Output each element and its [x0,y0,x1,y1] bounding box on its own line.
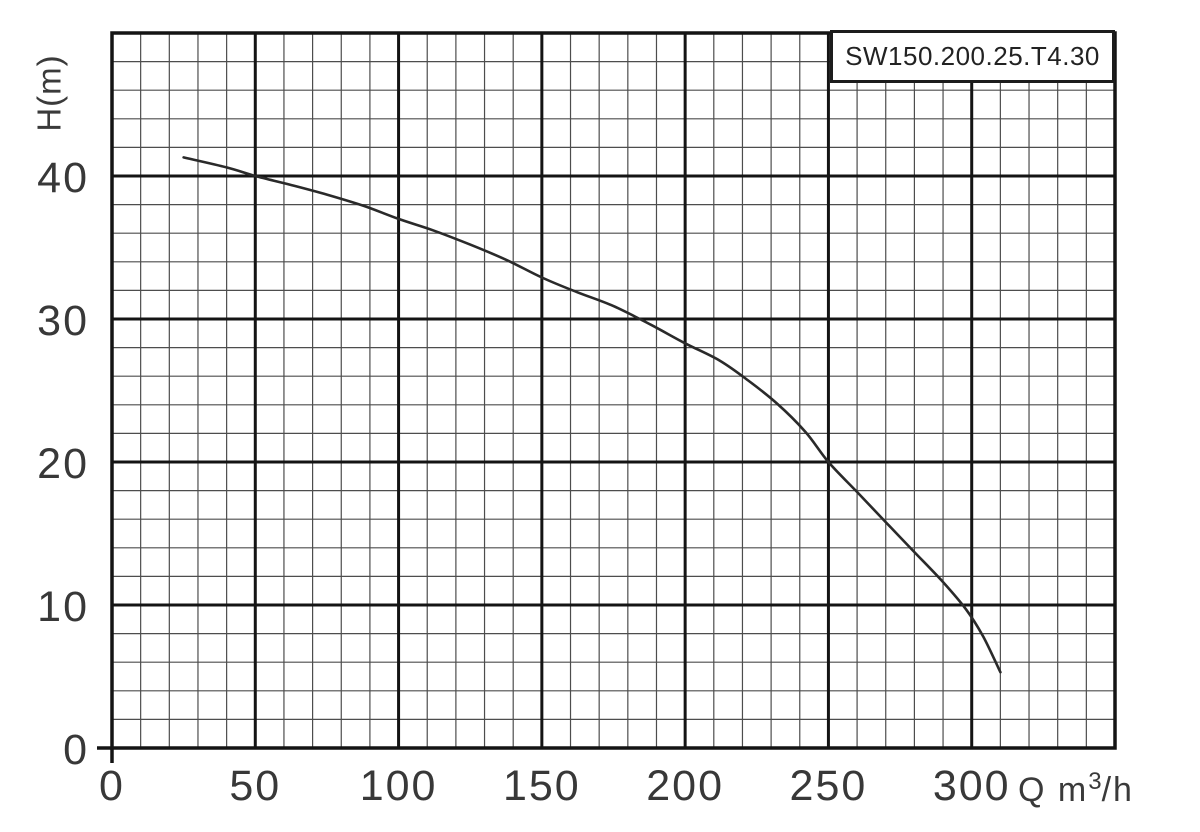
model-label: SW150.200.25.T4.30 [845,41,1100,71]
y-tick-label: 40 [37,154,89,202]
x-axis-title-post: /h [1101,771,1134,809]
y-tick-label: 20 [37,440,89,488]
x-axis-title-sup: 3 [1088,768,1102,795]
plot-border [110,31,1117,750]
x-tick-label: 100 [360,762,438,810]
model-label-box: SW150.200.25.T4.30 [830,30,1115,83]
x-axis-title: Q m3/h [1018,768,1134,810]
x-tick-label: 0 [99,762,125,810]
y-tick-label: 0 [63,726,89,774]
x-tick-label: 250 [790,762,868,810]
y-tick-label: 10 [37,583,89,631]
x-tick-label: 300 [933,762,1011,810]
performance-curve [182,156,1002,674]
x-tick-label: 200 [646,762,724,810]
y-axis-title: H(m) [31,54,68,132]
x-tick-label: 150 [503,762,581,810]
x-axis-title-pre: Q m [1018,771,1089,809]
y-tick-label: 30 [37,297,89,345]
x-tick-label: 50 [229,762,281,810]
